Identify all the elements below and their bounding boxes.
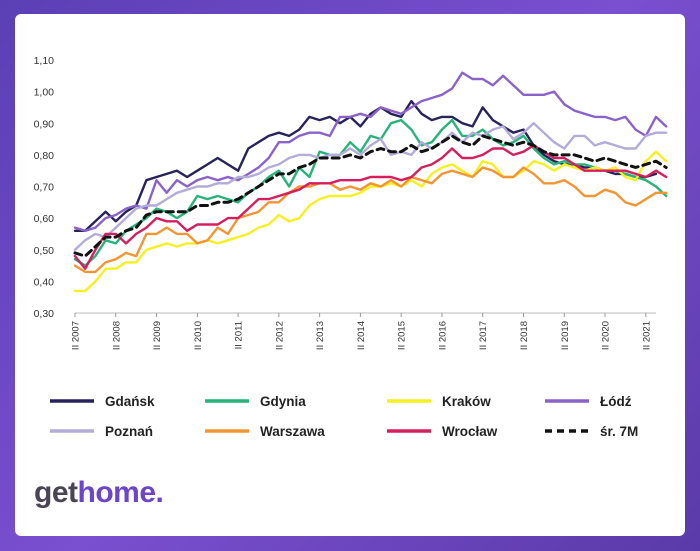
x-tick-label: II 2012: [274, 321, 285, 350]
x-tick-label: II 2010: [193, 321, 204, 350]
legend-label: Gdańsk: [105, 394, 155, 409]
y-tick-label: 0,80: [34, 150, 55, 162]
x-tick-label: II 2014: [356, 321, 367, 350]
series-lines: [73, 71, 668, 293]
y-tick-label: 1,00: [34, 87, 55, 99]
x-tick-label: II 2016: [437, 321, 448, 350]
x-tick-label: II 2021: [641, 321, 652, 350]
x-tick-label: II 2009: [152, 321, 163, 350]
x-tick-label: II 2008: [111, 321, 122, 350]
series-line-gdynia: [73, 118, 668, 267]
legend-label: śr. 7M: [600, 424, 638, 439]
series-line-warszawa: [73, 166, 668, 274]
legend-label: Kraków: [442, 394, 491, 409]
x-tick-label: II 2013: [315, 321, 326, 350]
legend-label: Poznań: [105, 424, 153, 439]
legend-label: Gdynia: [260, 394, 306, 409]
x-tick-label: II 2011: [234, 321, 245, 349]
series-line-śr-7m: [73, 134, 668, 258]
x-tick-label: II 2007: [71, 321, 82, 350]
x-tick-label: II 2018: [519, 321, 530, 350]
y-tick-label: 0,90: [34, 118, 55, 130]
logo-home: home: [77, 476, 157, 509]
legend-label: Warszawa: [260, 424, 325, 439]
logo-dot: .: [155, 476, 164, 509]
y-tick-label: 0,60: [34, 213, 55, 225]
logo-get: get: [34, 476, 78, 509]
x-tick-label: II 2015: [397, 321, 408, 350]
y-tick-label: 0,40: [34, 276, 55, 288]
x-axis: II 2007 II 2008 II 2009 II 2010 II 2011 II 20…: [71, 312, 656, 350]
legend-label: Wrocław: [442, 424, 498, 439]
y-axis: 0,30 0,40 0,50 0,60 0,70 0,80 0,90 1,00 1,10: [34, 55, 55, 320]
y-tick-label: 1,10: [34, 55, 55, 67]
x-tick-label: II 2019: [560, 321, 571, 350]
series-line-wrocław: [73, 144, 668, 270]
y-tick-label: 0,50: [34, 245, 55, 257]
x-tick-label: II 2020: [601, 321, 612, 350]
series-line-łódź: [73, 71, 668, 233]
series-line-poznań: [73, 121, 668, 252]
y-tick-label: 0,70: [34, 182, 55, 194]
y-tick-label: 0,30: [34, 308, 55, 320]
legend: Gdańsk Gdynia Kraków Łódź Poznań Warszawa Wroc…: [50, 394, 638, 439]
series-line-kraków: [73, 150, 668, 293]
chart-card: [15, 14, 685, 536]
gethome-logo: gethome.: [34, 476, 164, 510]
x-tick-label: II 2017: [478, 321, 489, 350]
legend-label: Łódź: [600, 394, 632, 409]
